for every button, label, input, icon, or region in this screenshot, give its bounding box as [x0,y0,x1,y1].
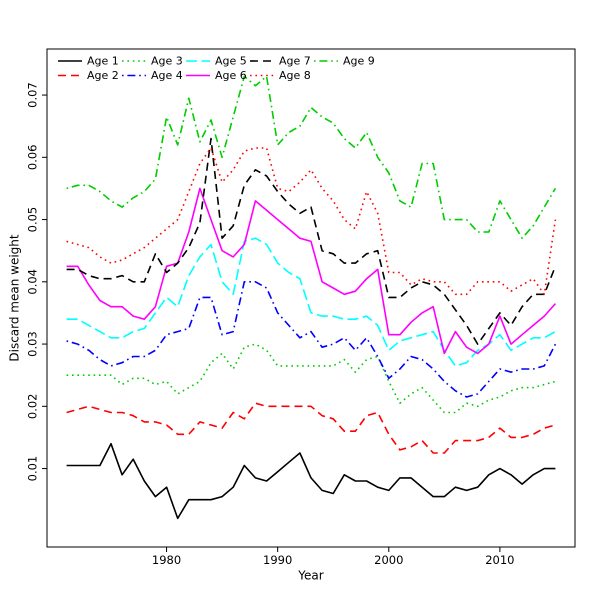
series-line-age-1 [66,442,556,520]
y-axis-title: Discard mean weight [8,234,22,362]
legend-label-age-7: Age 7 [279,55,311,68]
legend-label-age-2: Age 2 [87,69,119,82]
y-tick-label: 0.01 [26,456,40,482]
legend-label-age-5: Age 5 [215,55,247,68]
y-tick-label: 0.05 [26,207,40,233]
series-line-age-7 [66,137,557,345]
series-line-age-6 [66,187,556,355]
legend-label-age-9: Age 9 [343,55,375,68]
legend-label-age-6: Age 6 [215,69,247,82]
legend-label-age-4: Age 4 [151,69,183,82]
series-line-age-4 [66,280,557,398]
y-tick-label: 0.03 [26,331,40,357]
y-tick-label: 0.02 [26,394,40,420]
legend-label-age-1: Age 1 [87,55,119,68]
y-tick-label: 0.07 [26,82,40,108]
series-line-age-2 [66,402,556,454]
legend-label-age-3: Age 3 [151,55,183,68]
legend-label-age-8: Age 8 [279,69,311,82]
x-tick-label: 1980 [152,553,181,567]
y-tick-label: 0.04 [26,269,40,295]
plot-border [46,48,576,548]
x-axis-title: Year [297,569,323,583]
series-line-age-9 [66,75,557,239]
x-tick-label: 2010 [485,553,514,567]
series-line-age-5 [66,237,556,367]
series-line-age-8 [66,147,557,296]
y-tick-label: 0.06 [26,145,40,171]
x-tick-label: 1990 [263,553,292,567]
x-tick-label: 2000 [374,553,403,567]
series-line-age-3 [66,343,556,414]
